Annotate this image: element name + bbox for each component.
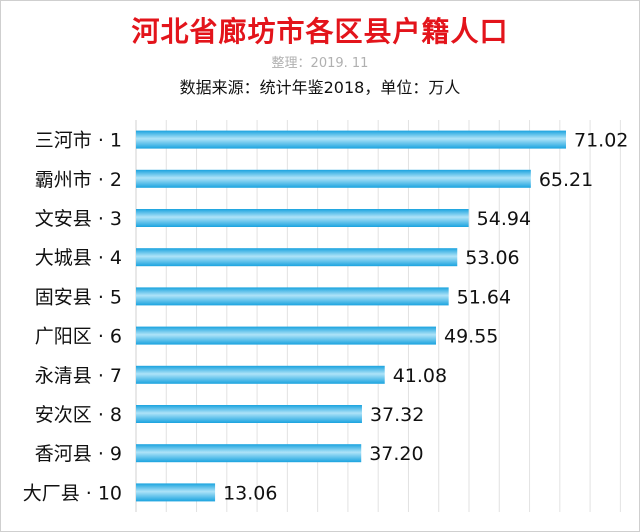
category-label: 霸州市 · 2 <box>35 169 122 191</box>
bar <box>136 209 469 227</box>
category-label: 三河市 · 1 <box>35 130 122 152</box>
bar <box>136 405 362 423</box>
chart-title: 河北省廊坊市各区县户籍人口 <box>131 15 509 48</box>
value-label: 37.20 <box>369 443 423 465</box>
bars <box>136 130 566 502</box>
value-label: 13.06 <box>223 482 277 504</box>
value-label: 54.94 <box>477 208 531 230</box>
category-label: 广阳区 · 6 <box>35 326 122 348</box>
category-label: 文安县 · 3 <box>35 208 122 230</box>
bar <box>136 326 437 345</box>
bar <box>136 130 566 149</box>
value-label: 37.32 <box>370 404 424 426</box>
category-label: 香河县 · 9 <box>35 443 122 465</box>
chart-subtitle: 整理：2019. 11 <box>271 56 369 71</box>
bar <box>136 444 362 463</box>
bar <box>136 365 385 384</box>
bar <box>136 169 531 188</box>
chart-source-note: 数据来源：统计年鉴2018，单位：万人 <box>179 78 461 97</box>
category-label: 安次区 · 8 <box>35 404 122 426</box>
bar <box>136 287 449 306</box>
value-label: 65.21 <box>539 169 593 191</box>
bar <box>136 248 458 267</box>
category-label: 固安县 · 5 <box>35 286 122 308</box>
category-label: 大城县 · 4 <box>35 247 122 269</box>
value-labels: 71.02 65.21 54.94 53.06 51.64 49.55 41.08 37.32… <box>223 130 628 505</box>
value-label: 41.08 <box>393 365 447 387</box>
value-label: 71.02 <box>574 130 628 152</box>
value-label: 49.55 <box>444 326 498 348</box>
category-label: 永清县 · 7 <box>35 365 122 387</box>
value-label: 53.06 <box>465 247 519 269</box>
category-label: 大厂县 · 10 <box>23 482 122 504</box>
category-labels: 三河市 · 1 霸州市 · 2 文安县 · 3 大城县 · 4 固安县 · 5 广阳区 ·… <box>23 130 122 505</box>
value-label: 51.64 <box>457 286 511 308</box>
bar <box>136 483 216 502</box>
